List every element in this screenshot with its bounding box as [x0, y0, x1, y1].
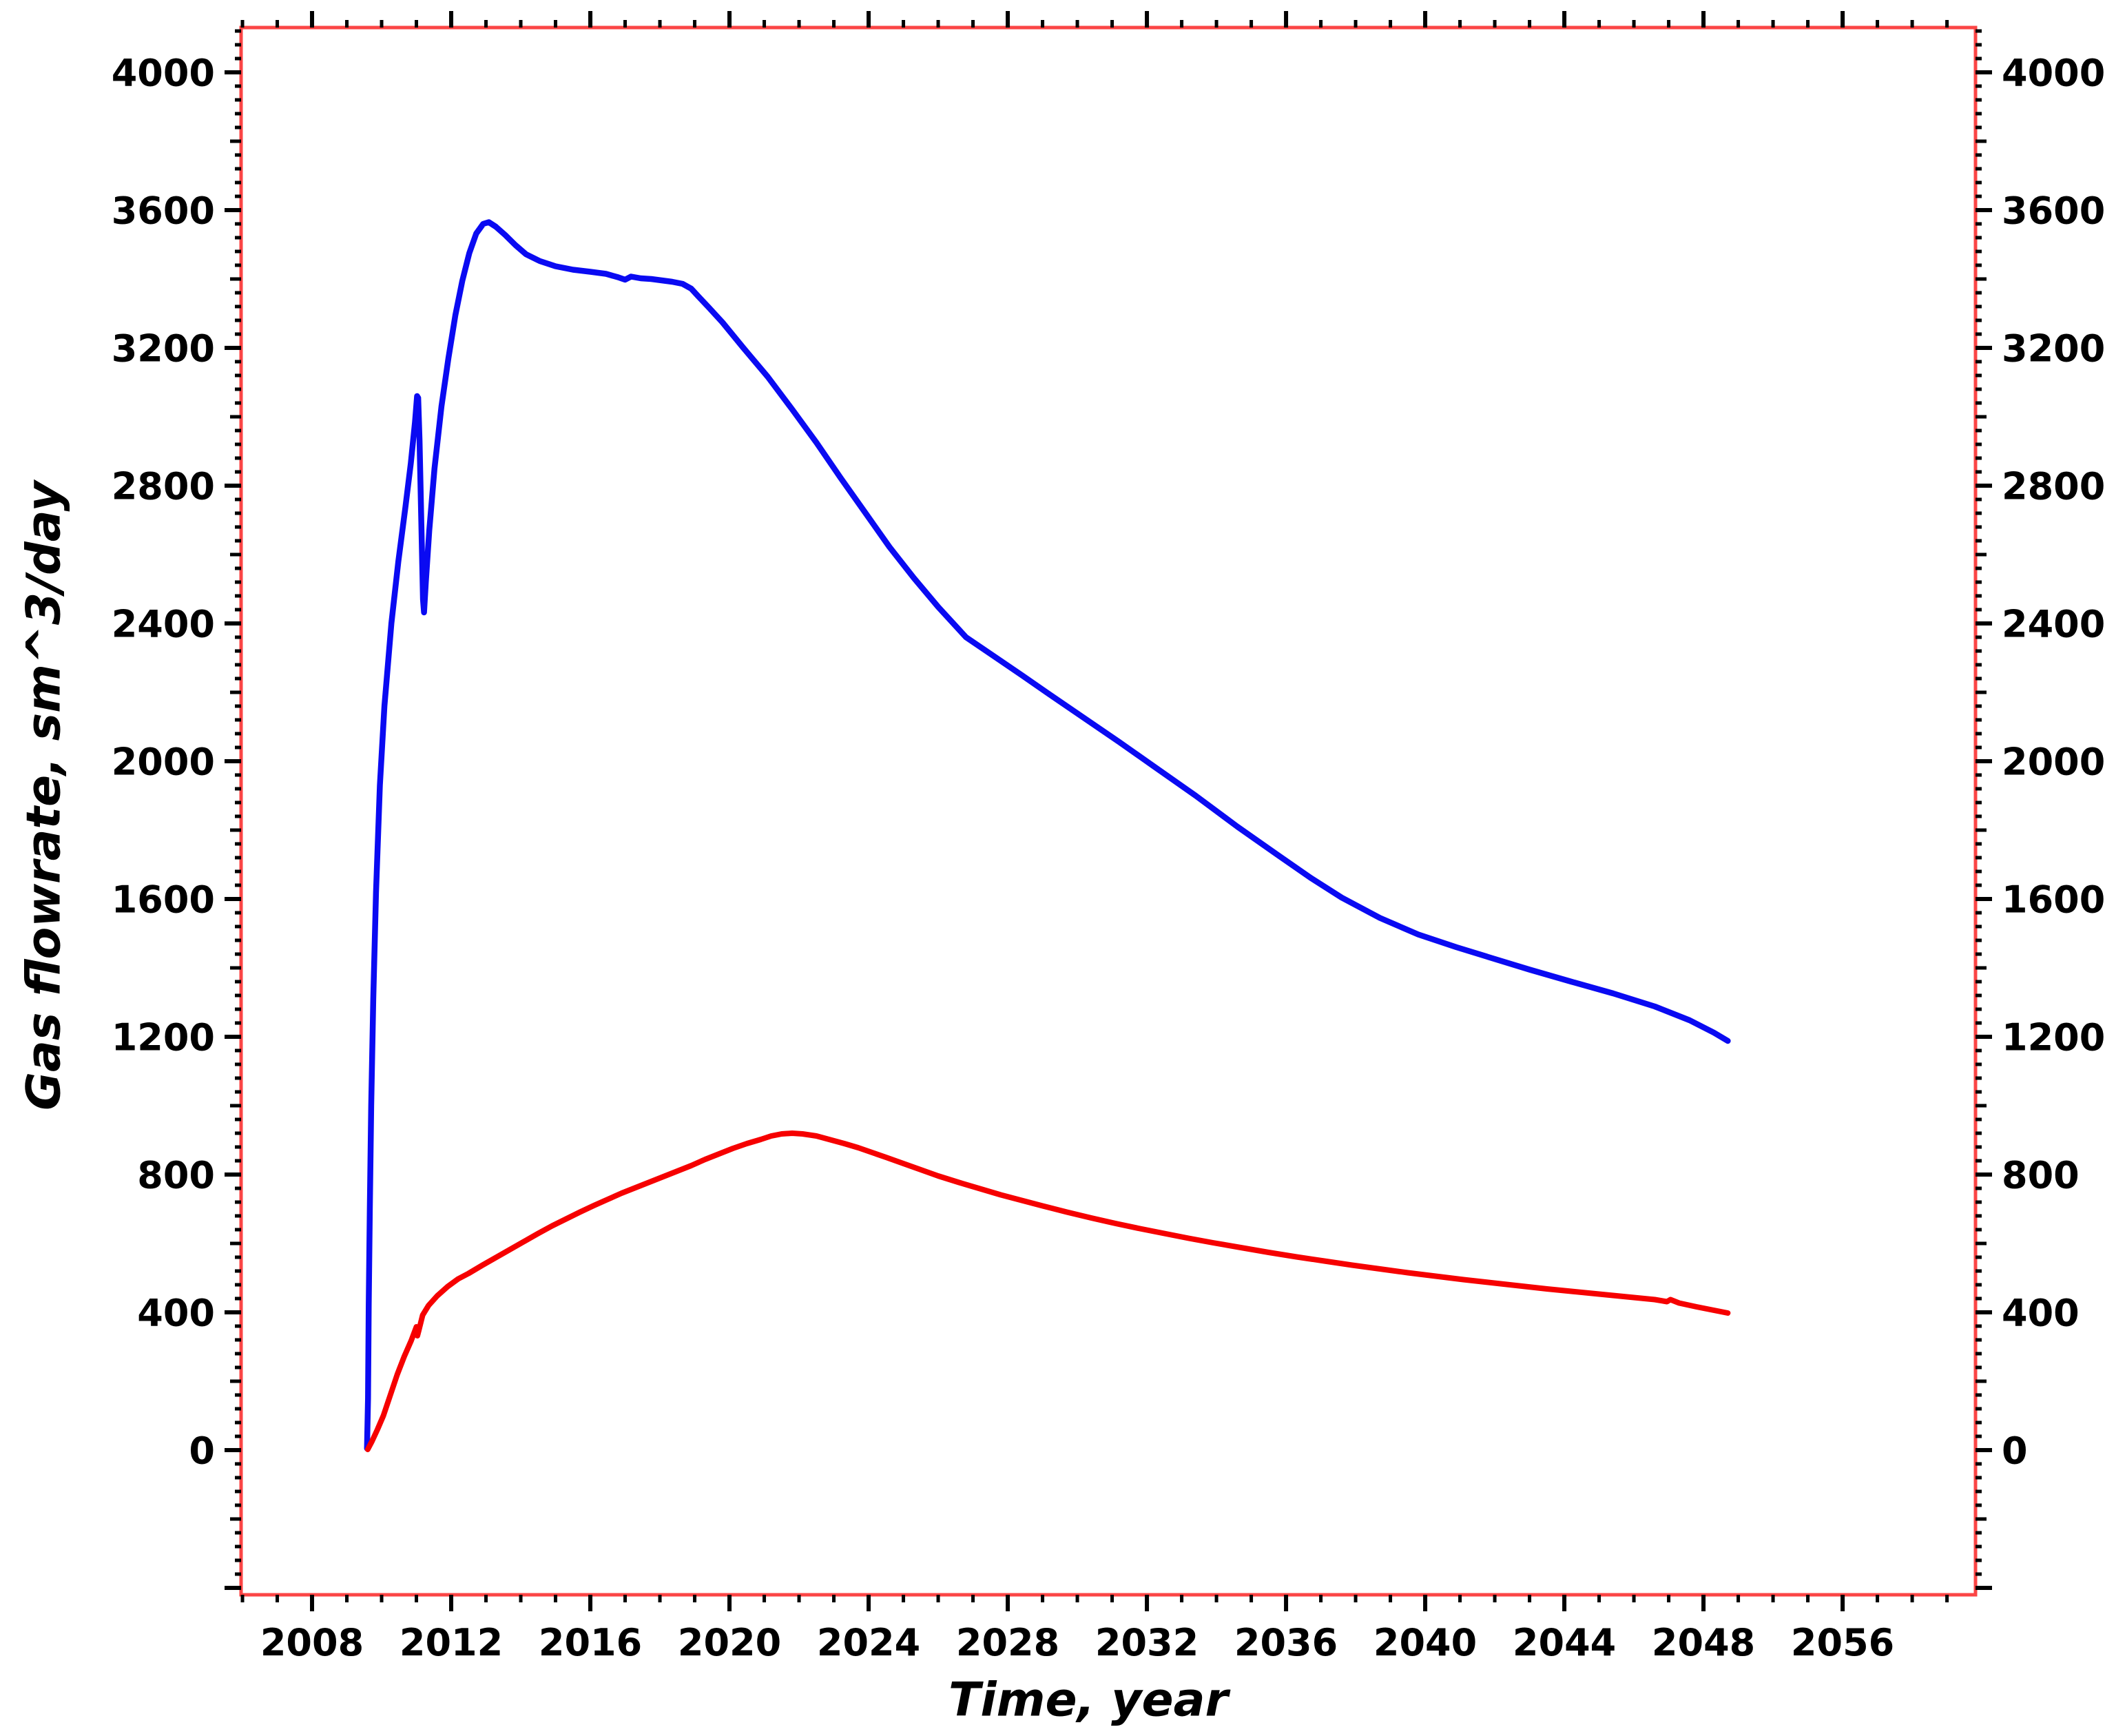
y-tick-label-left: 4000 [112, 51, 215, 94]
x-axis-tick-labels: 2008 2012 2016 2020 2024 2028 2032 2036 2040 2044… [260, 1621, 1894, 1664]
y-tick-label-left: 2000 [112, 740, 215, 783]
plot-frame [239, 25, 1978, 1597]
y-tick-label-right: 4000 [2002, 51, 2105, 94]
x-tick-label: 2016 [539, 1621, 642, 1664]
y-tick-label-right: 2000 [2002, 740, 2105, 783]
x-tick-label: 2012 [400, 1621, 503, 1664]
y-tick-label-left: 2800 [112, 464, 215, 508]
gas-flowrate-red-line [364, 1130, 1731, 1452]
x-tick-label: 2024 [817, 1621, 920, 1664]
x-tick-label: 2044 [1513, 1621, 1616, 1664]
gas-flowrate-blue-line [364, 219, 1731, 1451]
y-tick-label-right: 2400 [2002, 602, 2105, 645]
y-tick-label-left: 2400 [112, 602, 215, 645]
y-tick-label-left: 0 [189, 1429, 215, 1472]
y-tick-label-right: 400 [2002, 1291, 2080, 1334]
x-tick-label: 2036 [1234, 1621, 1338, 1664]
y-tick-label-left: 3600 [112, 189, 215, 232]
y-tick-label-left: 3200 [112, 327, 215, 370]
y-tick-label-left: 1600 [112, 878, 215, 921]
y-tick-label-left: 400 [137, 1291, 215, 1334]
x-tick-label: 2028 [956, 1621, 1059, 1664]
y-axis-ticks [225, 29, 1992, 1590]
y-tick-label-right: 1600 [2002, 878, 2105, 921]
x-tick-label: 2056 [1791, 1621, 1894, 1664]
x-axis-ticks [240, 11, 1949, 1611]
x-tick-label: 2048 [1652, 1621, 1755, 1664]
y-tick-label-right: 3600 [2002, 189, 2105, 232]
y-tick-label-right: 2800 [2002, 464, 2105, 508]
y-tick-label-right: 3200 [2002, 327, 2105, 370]
y-tick-label-left: 800 [137, 1153, 215, 1197]
y-tick-label-right: 0 [2002, 1429, 2028, 1472]
x-tick-label: 2032 [1095, 1621, 1199, 1664]
y-tick-label-right: 1200 [2002, 1015, 2105, 1059]
x-tick-label: 2008 [260, 1621, 364, 1664]
y-tick-label-right: 800 [2002, 1153, 2080, 1197]
x-tick-label: 2040 [1373, 1621, 1477, 1664]
x-tick-label: 2020 [678, 1621, 781, 1664]
y-axis-tick-labels: 0 0 400 400 800 800 1200 1200 1600 1600 2000 2000 24… [112, 51, 2105, 1472]
y-axis-title: Gas flowrate, sm^3/day [17, 481, 72, 1110]
y-tick-label-left: 1200 [112, 1015, 215, 1059]
x-axis-title: Time, year [948, 1673, 1229, 1728]
